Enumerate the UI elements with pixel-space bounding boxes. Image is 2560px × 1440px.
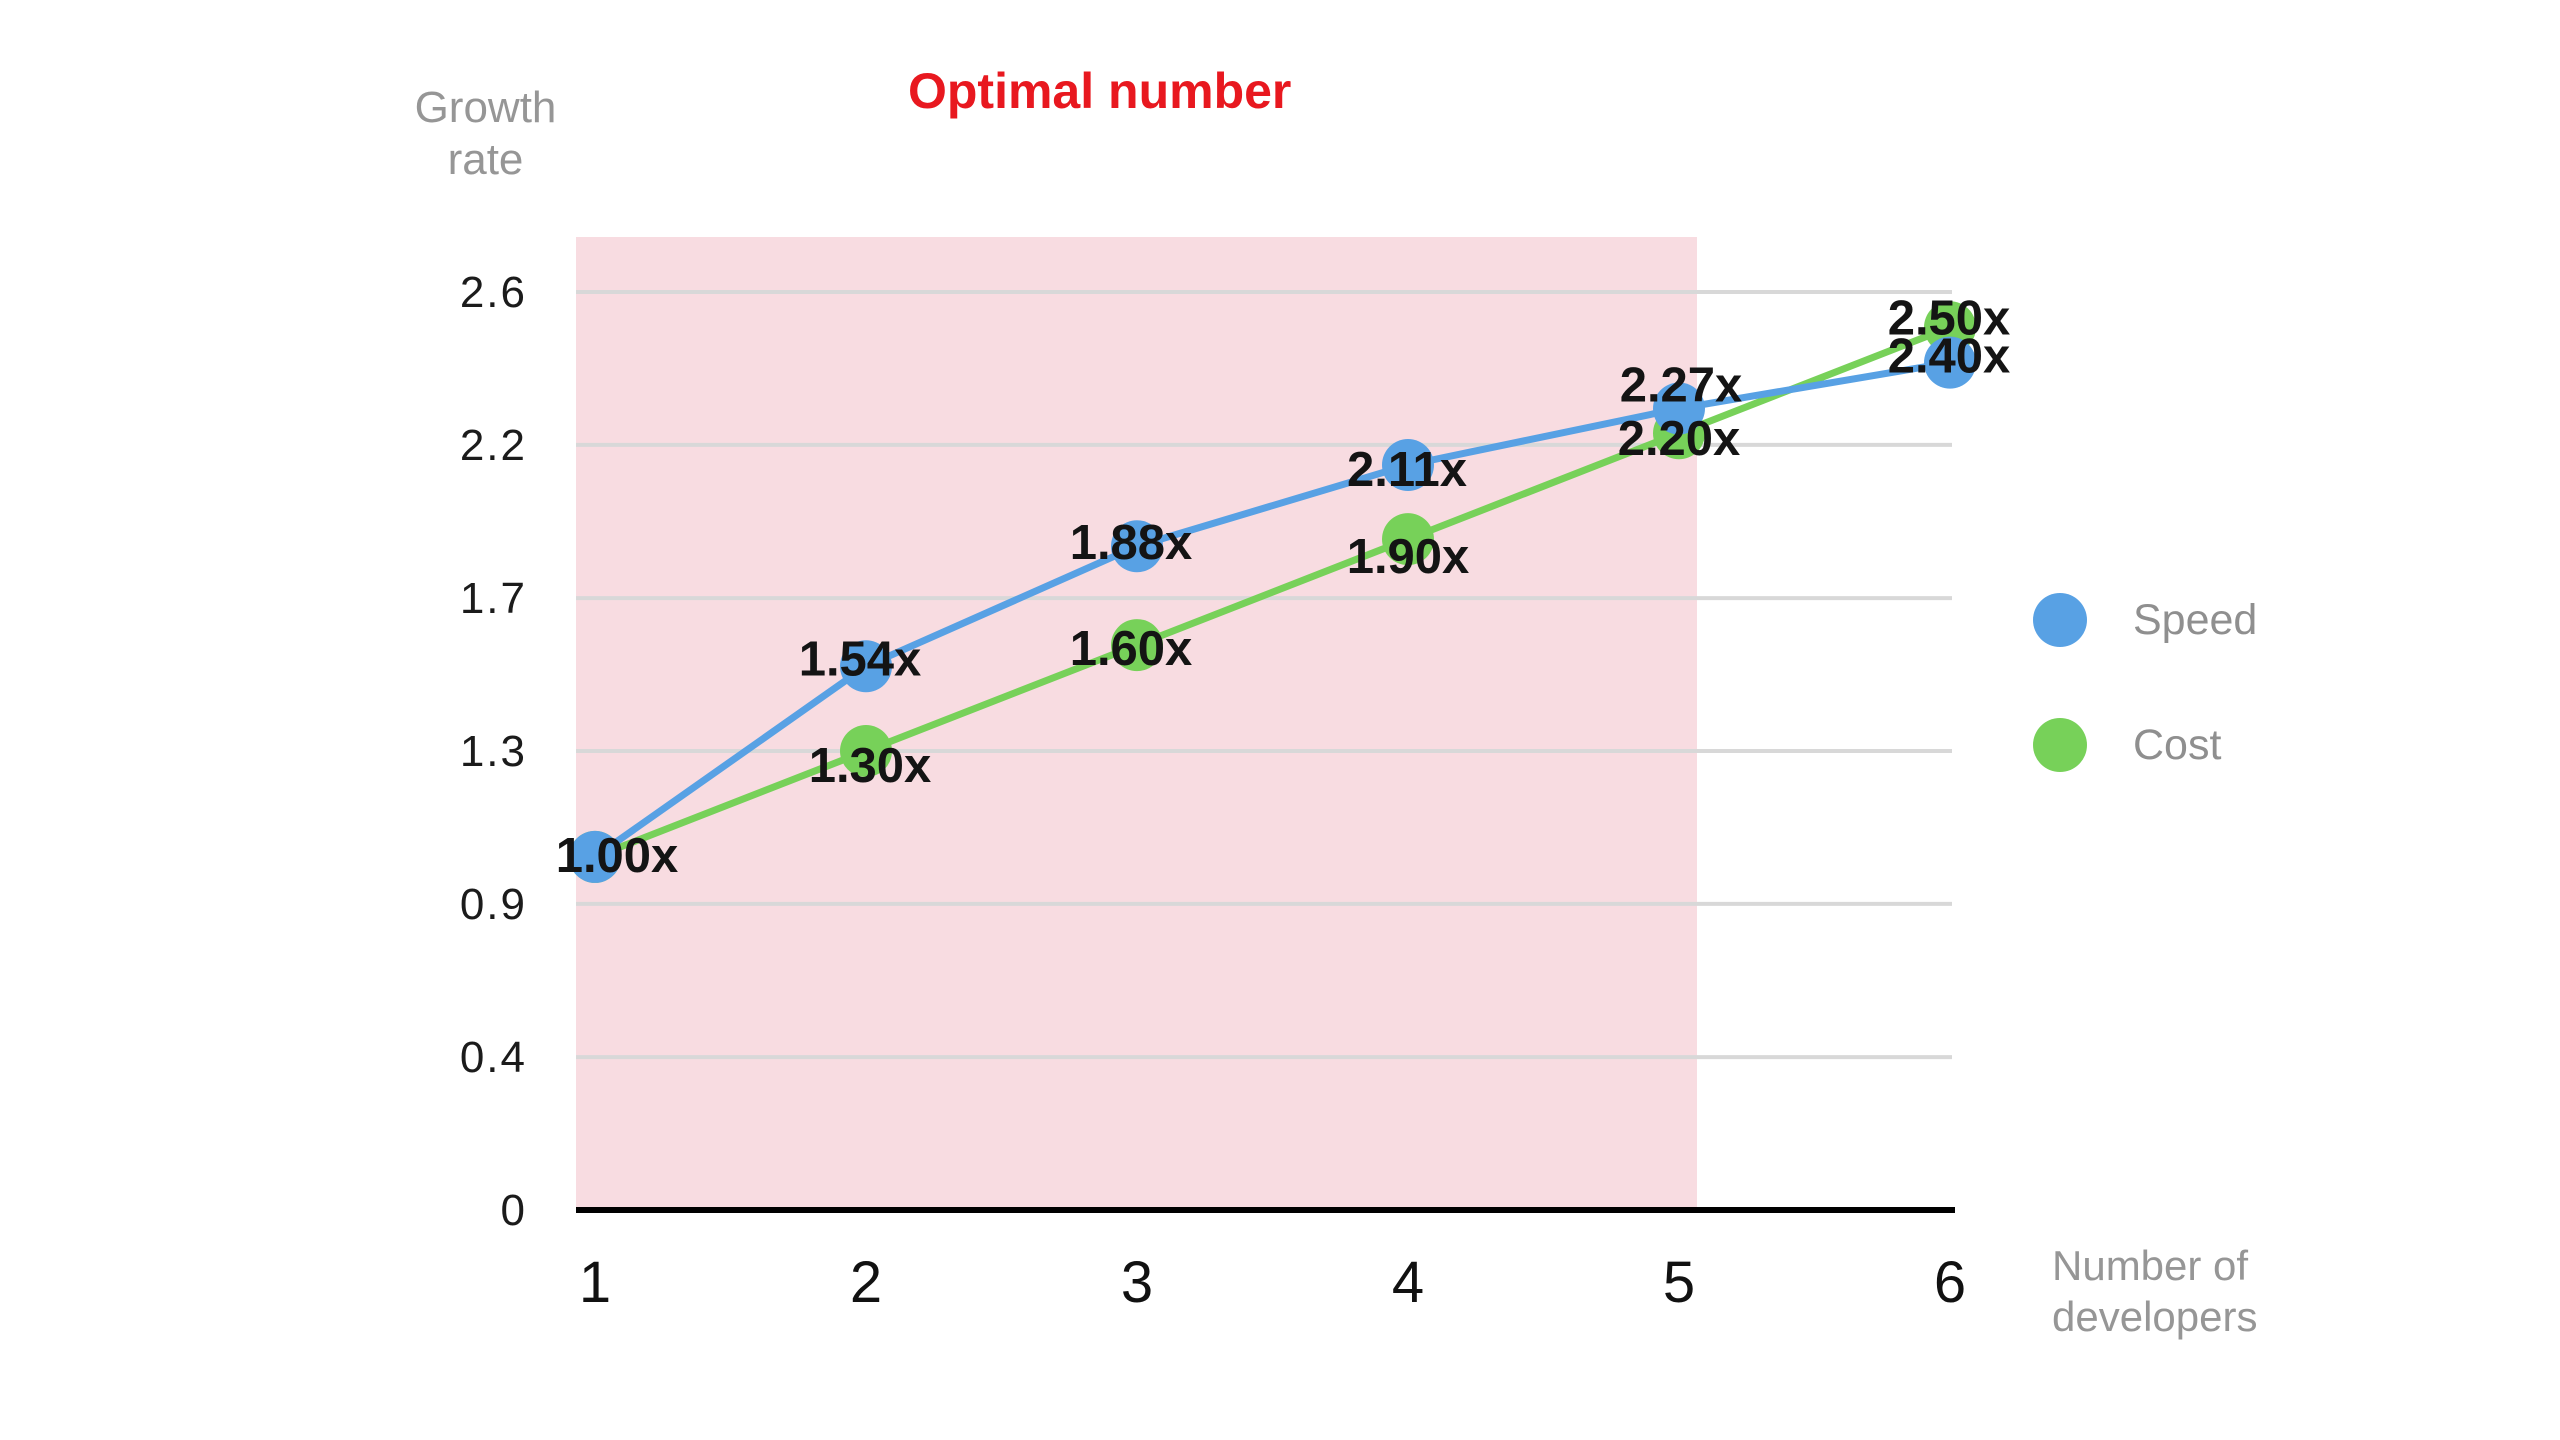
cost-point-label: 2.20x [1618, 412, 1741, 466]
cost-point [1111, 619, 1163, 672]
speed-point-label: 2.27x [1620, 359, 1743, 413]
cost-point [840, 725, 892, 777]
y-tick-label: 1.7 [460, 574, 527, 623]
y-axis-title-line1: Growth [414, 83, 557, 132]
speed-legend-dot-icon [2033, 593, 2087, 647]
y-tick-label: 2.2 [460, 421, 527, 470]
y-tick-label: 1.3 [460, 727, 527, 776]
cost-point-label: 1.90x [1347, 530, 1470, 584]
cost-point-label: 1.60x [1070, 622, 1193, 676]
cost-legend-dot-icon [2033, 718, 2087, 772]
legend-item-speed: Speed [2033, 590, 2257, 650]
speed-point-label: 2.11x [1347, 443, 1467, 497]
chart-title: Optimal number [908, 63, 1292, 119]
cost-line [591, 323, 1954, 861]
legend-item-cost: Cost [2033, 715, 2257, 775]
speed-point-label: 1.00x [556, 829, 679, 883]
x-tick-label: 3 [1121, 1250, 1153, 1315]
speed-point [840, 640, 892, 693]
y-axis-title-line2: rate [447, 134, 524, 184]
legend-label-speed: Speed [2133, 595, 2258, 644]
x-axis-title-line1: Number of [2052, 1242, 2249, 1289]
x-tick-label: 6 [1934, 1250, 1966, 1315]
speed-point [1653, 382, 1705, 435]
cost-point [1382, 513, 1434, 566]
speed-point [1111, 520, 1163, 573]
speed-point-label: 2.40x [1888, 330, 2011, 384]
x-tick-label: 5 [1663, 1250, 1695, 1315]
legend: Speed Cost [2033, 590, 2257, 840]
speed-point-label: 1.54x [799, 632, 922, 686]
cost-point-label: 1.30x [809, 739, 932, 793]
speed-point [1924, 336, 1976, 389]
legend-label-cost: Cost [2133, 720, 2222, 769]
y-tick-label: 0 [501, 1186, 527, 1235]
x-tick-label: 1 [579, 1250, 611, 1315]
y-tick-label: 0.4 [460, 1033, 527, 1082]
y-tick-label: 0.9 [460, 880, 527, 929]
x-tick-label: 2 [850, 1250, 882, 1315]
y-tick-label: 2.6 [460, 268, 527, 317]
x-tick-label: 4 [1392, 1250, 1424, 1315]
optimal-region [576, 237, 1697, 1210]
speed-point [569, 830, 621, 883]
x-axis-title-line2: developers [2052, 1293, 2258, 1341]
speed-point-label: 1.88x [1070, 516, 1193, 570]
speed-point [1382, 439, 1434, 492]
cost-point-label: 2.50x [1888, 291, 2011, 345]
y-axis-title: Growth rate [378, 82, 593, 186]
x-axis-title: Number of developers [2052, 1240, 2372, 1342]
speed-line [591, 359, 1954, 861]
